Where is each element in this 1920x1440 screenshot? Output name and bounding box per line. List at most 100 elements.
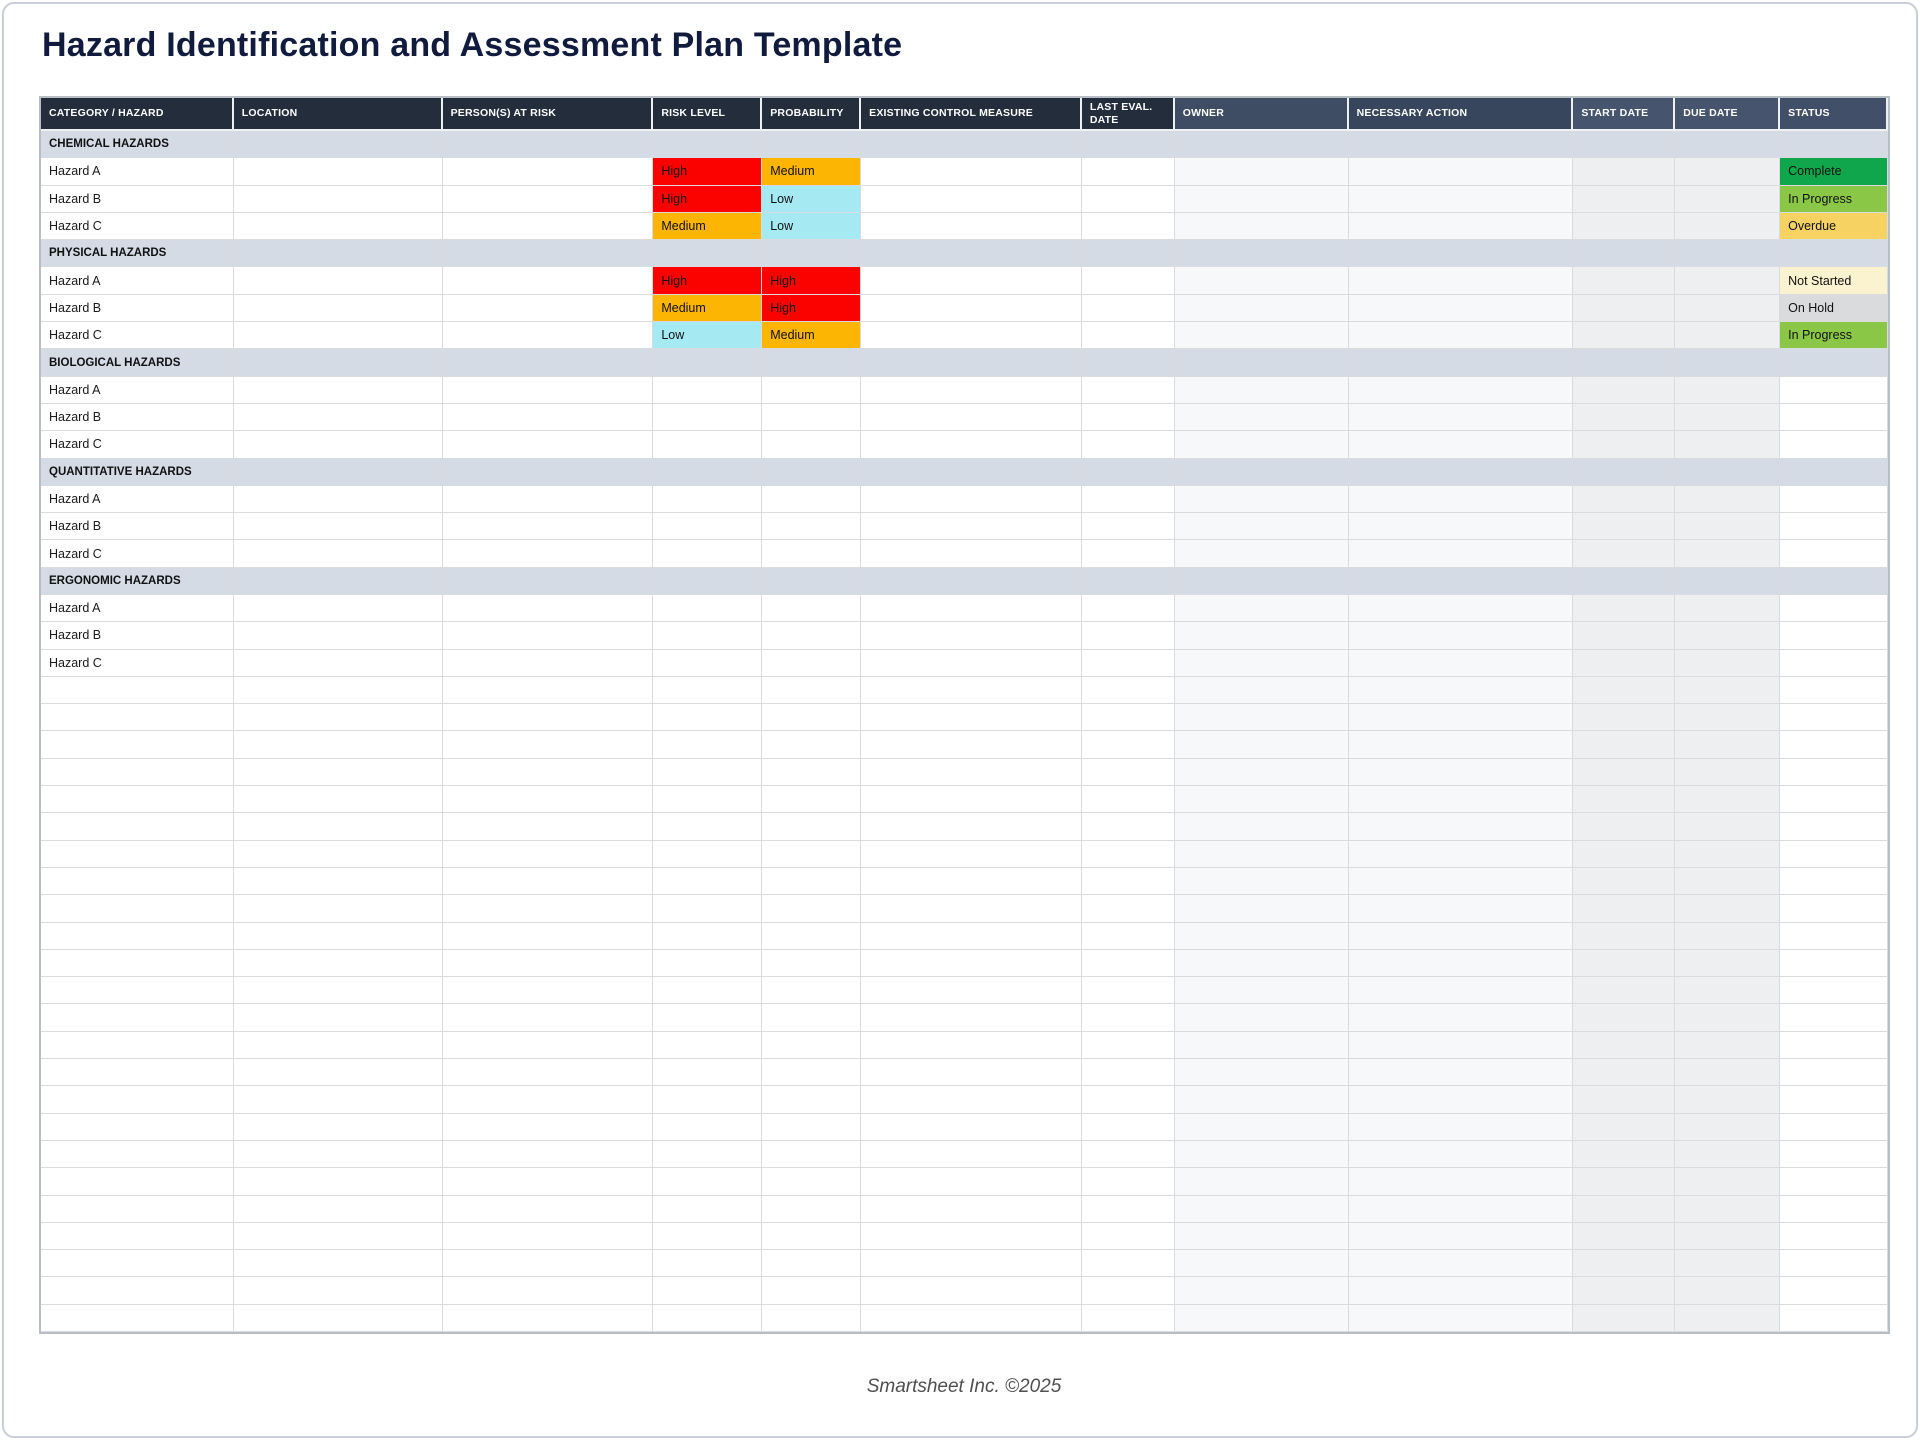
- empty-cell-persons[interactable]: [442, 1113, 654, 1141]
- section-cell-start[interactable]: [1573, 567, 1676, 596]
- cell-control[interactable]: [861, 649, 1082, 677]
- cell-persons[interactable]: [442, 212, 654, 241]
- section-cell-due[interactable]: [1675, 349, 1781, 377]
- empty-cell-due[interactable]: [1675, 840, 1781, 868]
- empty-cell-probability[interactable]: [762, 786, 862, 814]
- empty-cell-action[interactable]: [1348, 922, 1574, 950]
- cell-location[interactable]: [233, 649, 443, 677]
- empty-cell-location[interactable]: [233, 895, 443, 923]
- empty-cell-start[interactable]: [1573, 1113, 1676, 1141]
- cell-probability[interactable]: [762, 485, 862, 514]
- section-cell-probability[interactable]: [762, 458, 862, 486]
- cell-start[interactable]: [1573, 595, 1676, 623]
- empty-cell-action[interactable]: [1348, 676, 1574, 705]
- empty-cell-start[interactable]: [1573, 786, 1676, 814]
- empty-cell-control[interactable]: [861, 867, 1082, 896]
- section-cell-status[interactable]: [1780, 349, 1888, 377]
- empty-cell-probability[interactable]: [762, 922, 862, 950]
- empty-cell-probability[interactable]: [762, 1140, 862, 1169]
- cell-due[interactable]: [1675, 158, 1781, 186]
- empty-cell-location[interactable]: [233, 1059, 443, 1087]
- empty-cell-action[interactable]: [1348, 867, 1574, 896]
- empty-cell-due[interactable]: [1675, 1222, 1781, 1251]
- cell-persons[interactable]: [442, 376, 654, 404]
- empty-cell-persons[interactable]: [442, 1168, 654, 1196]
- cell-action[interactable]: [1348, 431, 1574, 459]
- empty-cell-due[interactable]: [1675, 1168, 1781, 1196]
- empty-cell-category[interactable]: [41, 867, 234, 896]
- empty-cell-owner[interactable]: [1174, 1059, 1349, 1087]
- cell-action[interactable]: [1348, 403, 1574, 432]
- section-cell-due[interactable]: [1675, 458, 1781, 486]
- cell-category[interactable]: Hazard C: [41, 431, 234, 459]
- empty-cell-due[interactable]: [1675, 867, 1781, 896]
- empty-cell-persons[interactable]: [442, 1086, 654, 1114]
- cell-due[interactable]: [1675, 649, 1781, 677]
- empty-cell-location[interactable]: [233, 1031, 443, 1060]
- cell-control[interactable]: [861, 294, 1082, 323]
- cell-category[interactable]: Hazard C: [41, 649, 234, 677]
- empty-cell-action[interactable]: [1348, 840, 1574, 868]
- empty-cell-control[interactable]: [861, 977, 1082, 1005]
- cell-due[interactable]: [1675, 403, 1781, 432]
- risk-chip[interactable]: Medium: [653, 212, 763, 241]
- empty-cell-risk[interactable]: [653, 1304, 763, 1332]
- empty-cell-lasteval[interactable]: [1081, 704, 1175, 732]
- empty-cell-action[interactable]: [1348, 977, 1574, 1005]
- empty-cell-control[interactable]: [861, 1168, 1082, 1196]
- empty-cell-lasteval[interactable]: [1081, 1304, 1175, 1332]
- cell-owner[interactable]: [1174, 431, 1349, 459]
- empty-cell-category[interactable]: [41, 813, 234, 841]
- empty-cell-owner[interactable]: [1174, 1168, 1349, 1196]
- cell-action[interactable]: [1348, 485, 1574, 514]
- cell-location[interactable]: [233, 322, 443, 350]
- cell-due[interactable]: [1675, 431, 1781, 459]
- empty-cell-category[interactable]: [41, 1168, 234, 1196]
- empty-cell-status[interactable]: [1780, 1250, 1888, 1278]
- section-cell-persons[interactable]: [442, 567, 654, 596]
- cell-category[interactable]: Hazard C: [41, 540, 234, 568]
- section-cell-start[interactable]: [1573, 240, 1676, 268]
- section-cell-action[interactable]: [1348, 567, 1574, 596]
- empty-cell-start[interactable]: [1573, 731, 1676, 759]
- cell-status[interactable]: [1780, 403, 1888, 432]
- empty-cell-start[interactable]: [1573, 1004, 1676, 1032]
- cell-lasteval[interactable]: [1081, 595, 1175, 623]
- empty-cell-owner[interactable]: [1174, 895, 1349, 923]
- section-cell-start[interactable]: [1573, 131, 1676, 159]
- empty-cell-category[interactable]: [41, 1222, 234, 1251]
- empty-cell-persons[interactable]: [442, 1004, 654, 1032]
- empty-cell-start[interactable]: [1573, 1086, 1676, 1114]
- cell-probability[interactable]: [762, 513, 862, 541]
- cell-start[interactable]: [1573, 212, 1676, 241]
- empty-cell-probability[interactable]: [762, 1086, 862, 1114]
- empty-cell-probability[interactable]: [762, 977, 862, 1005]
- cell-lasteval[interactable]: [1081, 403, 1175, 432]
- empty-cell-due[interactable]: [1675, 1059, 1781, 1087]
- section-cell-owner[interactable]: [1174, 458, 1349, 486]
- empty-cell-persons[interactable]: [442, 895, 654, 923]
- cell-owner[interactable]: [1174, 322, 1349, 350]
- empty-cell-risk[interactable]: [653, 1168, 763, 1196]
- empty-cell-owner[interactable]: [1174, 977, 1349, 1005]
- cell-status[interactable]: [1780, 513, 1888, 541]
- status-chip[interactable]: On Hold: [1780, 294, 1888, 323]
- cell-owner[interactable]: [1174, 185, 1349, 213]
- empty-cell-category[interactable]: [41, 840, 234, 868]
- cell-control[interactable]: [861, 431, 1082, 459]
- cell-due[interactable]: [1675, 595, 1781, 623]
- empty-cell-owner[interactable]: [1174, 1195, 1349, 1223]
- cell-category[interactable]: Hazard B: [41, 294, 234, 323]
- section-cell-owner[interactable]: [1174, 567, 1349, 596]
- cell-lasteval[interactable]: [1081, 649, 1175, 677]
- cell-owner[interactable]: [1174, 649, 1349, 677]
- section-cell-control[interactable]: [861, 131, 1082, 159]
- empty-cell-start[interactable]: [1573, 922, 1676, 950]
- empty-cell-owner[interactable]: [1174, 704, 1349, 732]
- cell-persons[interactable]: [442, 485, 654, 514]
- empty-cell-location[interactable]: [233, 1168, 443, 1196]
- section-cell-control[interactable]: [861, 567, 1082, 596]
- cell-category[interactable]: Hazard A: [41, 376, 234, 404]
- cell-lasteval[interactable]: [1081, 267, 1175, 295]
- empty-cell-owner[interactable]: [1174, 1004, 1349, 1032]
